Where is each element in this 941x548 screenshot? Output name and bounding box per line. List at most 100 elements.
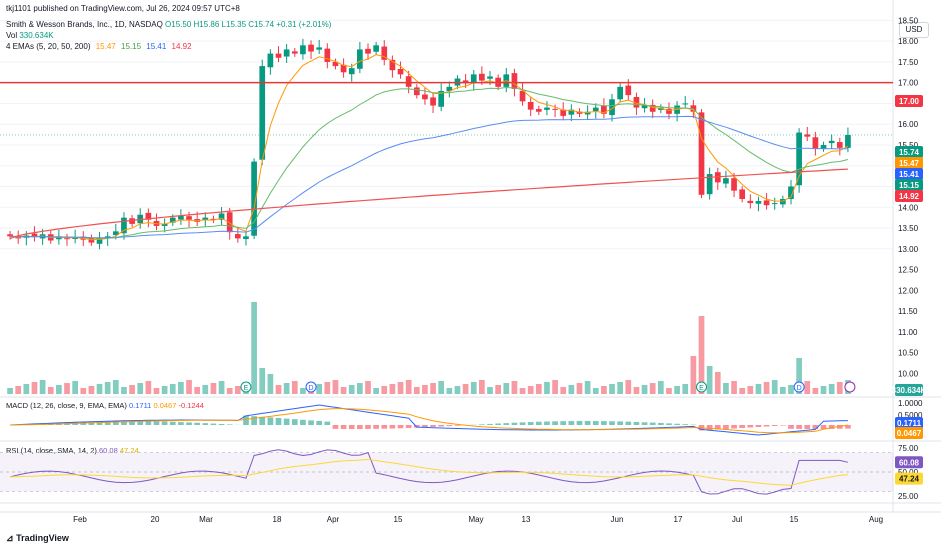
price-badge: 15.47 [895,157,923,169]
tradingview-logo-icon: ⊿ [6,533,14,543]
macd-histogram-bar [145,421,152,425]
macd-histogram-bar [121,421,127,425]
volume-bar [137,383,144,394]
candle [259,66,266,160]
volume-bar [422,385,428,394]
volume-bar [454,386,461,394]
volume-bar [202,385,209,394]
symbol-title: Smith & Wesson Brands, Inc., 1D, NASDAQ [6,20,163,29]
volume-bar [812,388,819,394]
rsi-tick-label: 75.00 [898,444,919,453]
rsi-ma-badge-text: 47.24 [899,475,920,484]
volume-bar [503,383,510,394]
macd-histogram-bar [836,425,843,429]
volume-bar [413,387,420,394]
candle [31,233,38,238]
currency-button[interactable]: USD [899,22,929,38]
volume-bar [121,387,127,394]
candle [828,140,835,144]
price-badge-text: 17.00 [899,97,920,106]
candle [283,49,290,57]
candle [381,46,388,60]
macd-histogram-bar [812,425,819,429]
volume-bar [576,383,583,394]
volume-bar [381,386,388,394]
volume-bar [674,386,680,394]
macd-histogram-bar [422,425,428,428]
volume-bar [763,382,770,394]
rsi-ma-line [10,458,848,486]
volume-bar [706,366,713,394]
ema50-line [10,115,848,239]
macd-histogram-bar [682,424,689,425]
volume-bar [584,381,591,394]
candle [845,135,851,148]
price-badge: 15.74 [895,146,923,158]
candle [129,218,135,224]
volume-bar [259,368,266,394]
candle [405,76,412,87]
macd-histogram-bar [519,422,526,425]
volume-bar [568,385,575,394]
macd-histogram-bar [186,422,192,425]
candle [771,203,778,205]
price-badge-bg [895,95,923,107]
candle [121,217,127,234]
macd-legend[interactable]: MACD (12, 26, close, 9, EMA, EMA) 0.1711… [6,401,204,410]
macd-title: MACD (12, 26, close, 9, EMA, EMA) [6,401,127,410]
macd-histogram-bar [723,425,729,429]
tradingview-brand[interactable]: ⊿ TradingView [6,533,69,544]
ema-legend[interactable]: 4 EMAs (5, 20, 50, 200) 15.47 15.15 15.4… [6,42,195,51]
candle [535,109,542,112]
ema50-value: 15.41 [146,42,167,51]
macd-histogram-bar [202,423,209,425]
macd-signal-line [10,408,848,434]
candle [657,107,664,110]
macd-badge-bg [895,417,923,429]
macd-histogram-bar [788,425,794,429]
rsi-legend[interactable]: RSI (14, close, SMA, 14, 2) 60.08 47.24 [6,446,139,455]
candle [544,107,550,110]
macd-histogram-bar [739,425,746,428]
price-tick-label: 18.50 [898,16,919,25]
candle [723,178,729,184]
candle [7,234,13,237]
price-tick-label: 17.00 [898,79,919,88]
candle [169,217,176,223]
event-marker-circle [305,381,317,393]
volume-bar [690,356,697,394]
volume-bar [723,383,729,394]
volume-bar [251,302,257,394]
volume-bar [357,383,363,394]
volume-bar [617,382,624,394]
candle [584,111,591,115]
macd-histogram-bar [413,425,420,428]
volume-bar [755,384,762,394]
macd-histogram-bar [218,423,225,425]
candle [300,45,306,55]
volume-bar [438,381,445,394]
volume-bar [186,380,192,394]
macd-histogram-bar [373,425,379,429]
lightning-icon [844,381,856,393]
candle [479,73,485,81]
macd-signal-value: 0.0467 [153,401,177,410]
candle [112,231,119,236]
volume-bar [405,380,412,394]
time-tick-label: Feb [73,515,87,524]
volume-bar [771,380,778,394]
macd-histogram-bar [251,416,257,425]
volume-bar [820,386,827,394]
macd-signal-badge-text: 0.0467 [897,429,922,438]
volume-legend[interactable]: Vol 330.634K [6,31,54,40]
price-tick-label: 12.50 [898,266,919,275]
price-tick-label: 11.50 [898,307,918,316]
volume-bar [112,380,119,394]
event-marker-circle [240,381,252,393]
candle [218,213,225,220]
candle [324,48,331,62]
macd-badge: 0.1711 [895,417,923,429]
volume-bar [714,372,721,394]
volume-bar [747,386,754,394]
